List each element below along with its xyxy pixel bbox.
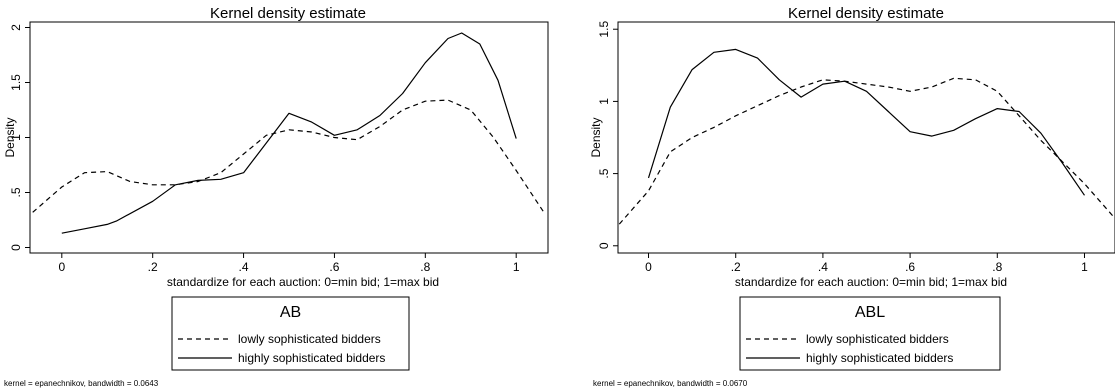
plot-frame [29, 21, 549, 254]
x-tick-label: .6 [905, 260, 915, 274]
series-line-highly-sophisticated [647, 48, 1085, 196]
y-tick-label: 1.5 [597, 21, 611, 38]
legend-title: AB [280, 304, 301, 321]
legend-entry-label: highly sophisticated bidders [238, 351, 385, 365]
x-tick-label: 1 [1081, 260, 1088, 274]
series-line-lowly-sophisticated [618, 77, 1115, 225]
y-tick-label: 0 [597, 242, 611, 249]
x-tick-label: .8 [992, 260, 1002, 274]
chart-panel-abl: Kernel density estimate 0 .5 1 1.5 Density 0 .2… [589, 5, 1115, 388]
legend-entry-label: highly sophisticated bidders [806, 351, 953, 365]
y-tick-label: 1 [597, 98, 611, 105]
y-tick-label: 2 [9, 24, 23, 31]
legend-title: ABL [855, 304, 885, 321]
x-tick-label: .4 [818, 260, 828, 274]
series-line-highly-sophisticated [61, 32, 517, 234]
y-tick-label: 1 [9, 134, 23, 141]
y-tick-label: .5 [9, 187, 23, 197]
y-axis-label: Density [3, 117, 17, 157]
x-tick-label: 0 [58, 260, 65, 274]
x-tick-label: .2 [731, 260, 741, 274]
x-tick-label: 1 [513, 260, 520, 274]
x-tick-label: .4 [239, 260, 249, 274]
x-axis-label: standardize for each auction: 0=min bid;… [735, 275, 1007, 289]
chart-title: Kernel density estimate [788, 5, 944, 22]
x-tick-label: .8 [420, 260, 430, 274]
y-axis-label: Density [589, 117, 603, 157]
y-tick-label: .5 [597, 168, 611, 178]
chart-panel-ab: Kernel density estimate 0 .5 1 1.5 2 Density 0.… [3, 5, 549, 388]
x-tick-label: .2 [148, 260, 158, 274]
x-axis-label: standardize for each auction: 0=min bid;… [167, 275, 439, 289]
kernel-note: kernel = epanechnikov, bandwidth = 0.064… [4, 379, 159, 388]
series-line-lowly-sophisticated [32, 99, 546, 215]
chart-title: Kernel density estimate [210, 5, 366, 22]
kernel-note: kernel = epanechnikov, bandwidth = 0.067… [593, 379, 748, 388]
plot-frame [617, 21, 1115, 254]
x-tick-label: .6 [329, 260, 339, 274]
x-tick-label: 0 [645, 260, 652, 274]
y-tick-label: 1.5 [9, 74, 23, 91]
y-tick-label: 0 [9, 244, 23, 251]
legend-entry-label: lowly sophisticated bidders [806, 332, 949, 346]
legend-entry-label: lowly sophisticated bidders [238, 332, 381, 346]
